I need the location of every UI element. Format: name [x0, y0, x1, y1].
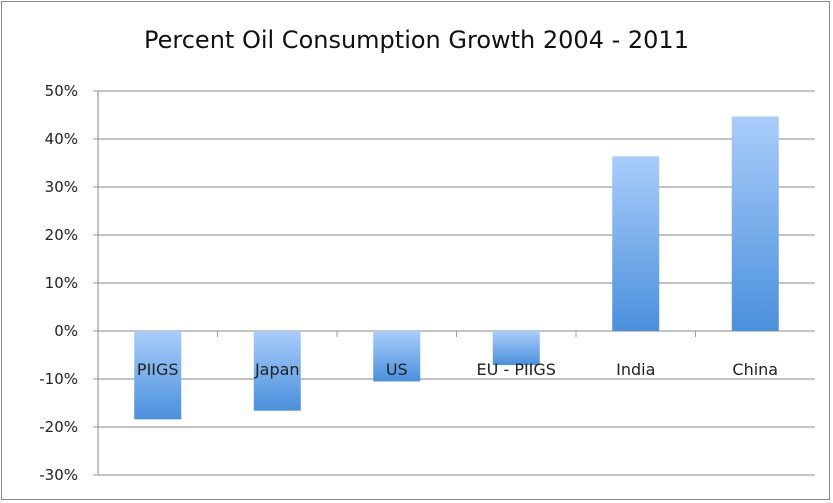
- bar-us: [373, 331, 421, 382]
- x-category-label: Japan: [254, 360, 300, 379]
- y-tick-label: -10%: [39, 370, 78, 388]
- y-tick-label: -20%: [39, 418, 78, 436]
- y-tick-label: -30%: [39, 466, 78, 484]
- chart-title: Percent Oil Consumption Growth 2004 - 20…: [144, 26, 689, 54]
- y-tick-label: 50%: [45, 82, 78, 100]
- bar-china: [731, 116, 779, 331]
- x-category-label: PIIGS: [137, 360, 179, 379]
- bar-japan: [253, 331, 301, 411]
- bar-india: [612, 156, 660, 331]
- x-category-label: China: [732, 360, 778, 379]
- y-tick-label: 30%: [45, 178, 78, 196]
- bar-eu-piigs: [492, 331, 540, 366]
- y-tick-label: 10%: [45, 274, 78, 292]
- bar-piigs: [134, 331, 182, 420]
- x-category-label: India: [616, 360, 655, 379]
- x-category-label: US: [386, 360, 408, 379]
- x-category-label: EU - PIIGS: [477, 360, 556, 379]
- y-tick-label: 0%: [54, 322, 78, 340]
- y-tick-label: 20%: [45, 226, 78, 244]
- y-tick-label: 40%: [45, 130, 78, 148]
